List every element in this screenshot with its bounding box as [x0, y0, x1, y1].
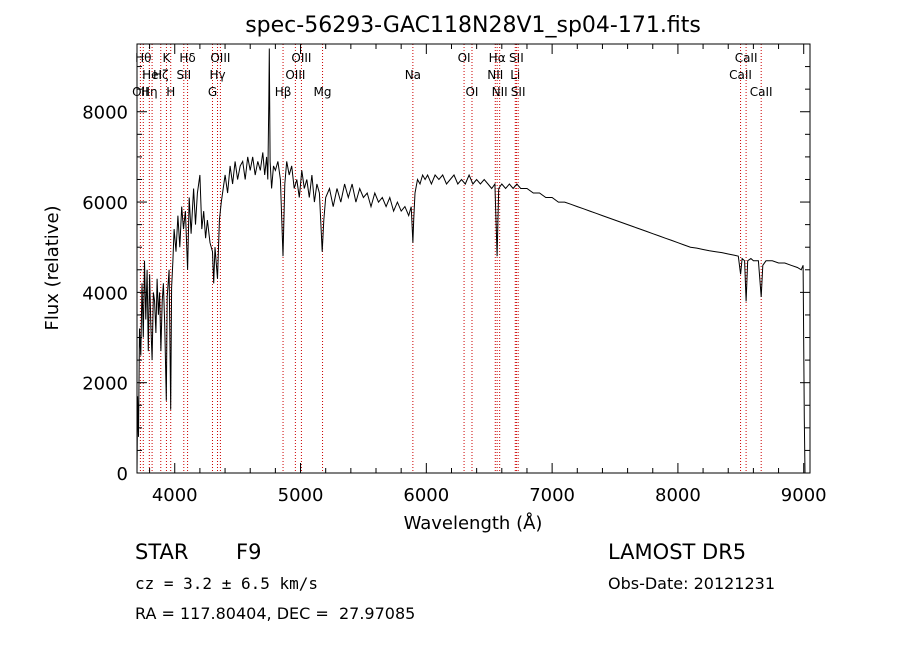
spectral-line-label-6: H [166, 85, 175, 99]
spectral-line-label-14: OIII [291, 51, 311, 65]
spectral-line-label-0: OII [132, 85, 149, 99]
spectral-line-label-9: G [208, 85, 217, 99]
spectral-line-label-10: Hγ [209, 68, 225, 82]
spectral-line-label-20: Hα [489, 51, 506, 65]
spectral-line-label-18: OI [465, 85, 478, 99]
spectral-line-label-1: Hθ [135, 51, 151, 65]
spectral-line-label-12: Hβ [275, 85, 292, 99]
spectrum-series-line [136, 48, 806, 474]
spectral-line-label-16: Na [405, 68, 421, 82]
spectral-line-label-4: Hζ [153, 68, 169, 82]
y-axis-label: Flux (relative) [42, 205, 63, 330]
x-tick-label-2: 6000 [403, 485, 449, 506]
spectral-line-label-5: K [162, 51, 171, 65]
spectral-line-label-26: CaII [735, 51, 758, 65]
spectral-line-label-17: OI [458, 51, 471, 65]
y-tick-label-2: 4000 [82, 283, 128, 304]
spectral-line-label-7: SII [176, 68, 191, 82]
plot-frame [136, 43, 811, 474]
spectral-line-label-2: Hη [141, 85, 158, 99]
x-axis-label: Wavelength (Å) [404, 512, 543, 534]
spectral-line-label-19: NII [487, 68, 503, 82]
chart-title: spec-56293-GAC118N28V1_sp04-171.fits [245, 13, 701, 38]
spectral-line-label-3: HeI [142, 68, 162, 82]
survey-name: LAMOST DR5 [608, 540, 747, 564]
y-tick-label-1: 2000 [82, 374, 128, 395]
spectral-line-markers: OIIHθHηHeIHζKHSIIHδGHγOIIIHβOIIIOIIIMgNa… [132, 44, 773, 473]
spectral-line-label-25: CaII [729, 68, 752, 82]
spectral-line-label-23: SII [509, 51, 524, 65]
x-tick-label-4: 8000 [655, 485, 701, 506]
spectral-line-label-11: OIII [210, 51, 230, 65]
x-tick-label-3: 7000 [529, 485, 575, 506]
object-class: STAR [135, 540, 189, 564]
x-tick-label-1: 5000 [278, 485, 324, 506]
axes: 4000 5000 6000 7000 8000 9000 0 2000 4000 6000 800… [82, 44, 827, 506]
spectral-line-label-24: SII [511, 85, 526, 99]
y-tick-label-4: 8000 [82, 103, 128, 124]
y-tick-label-0: 0 [117, 464, 128, 485]
observation-date: Obs-Date: 20121231 [608, 574, 776, 593]
spectral-line-label-8: Hδ [179, 51, 195, 65]
object-subclass: F9 [236, 540, 262, 564]
y-tick-label-3: 6000 [82, 193, 128, 214]
spectral-line-label-15: Mg [314, 85, 332, 99]
x-tick-label-5: 9000 [781, 485, 827, 506]
coordinates-text: RA = 117.80404, DEC = 27.97085 [135, 604, 416, 623]
spectral-line-label-27: CaII [750, 85, 773, 99]
spectral-line-label-13: OIII [285, 68, 305, 82]
x-tick-label-0: 4000 [152, 485, 198, 506]
redshift-text: cz = 3.2 ± 6.5 km/s [135, 574, 319, 593]
spectral-line-label-22: Li [510, 68, 520, 82]
spectral-line-label-21: NII [492, 85, 508, 99]
